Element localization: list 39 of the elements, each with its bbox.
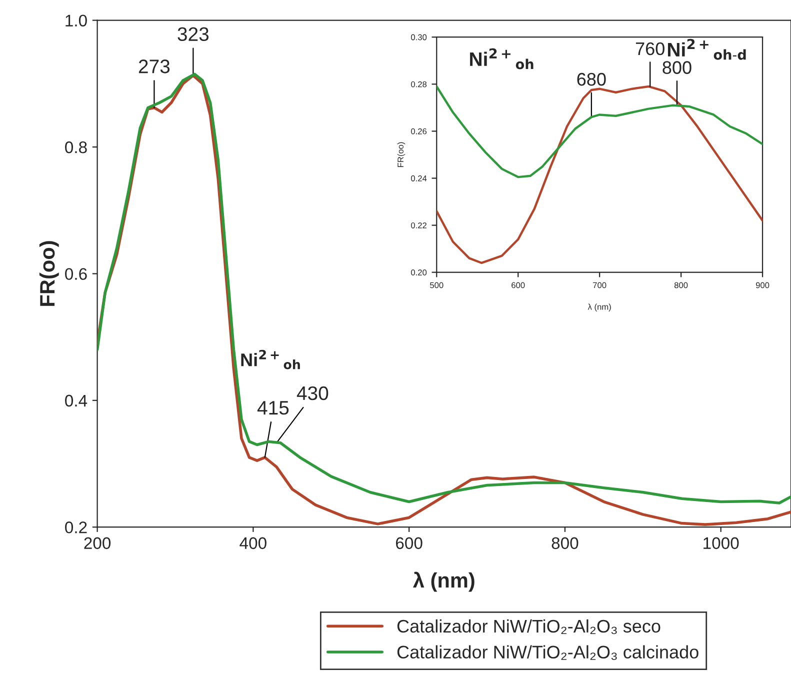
x-tick-label: 900 [756,282,770,288]
annotation: 430 [296,386,328,400]
annotation: 273 [138,60,170,74]
legend-label: Catalizador NiW/TiO₂-Al₂O₃ seco [397,619,660,634]
y-tick-label: 1.0 [66,14,87,27]
x-tick-label: 700 [593,282,606,288]
y-tick-label: 0.24 [411,175,427,182]
x-tick-label: 800 [674,282,688,288]
y-tick-label: 0.28 [411,81,427,88]
y-tick-label: 0.22 [411,222,426,228]
y-tick-label: 0.26 [411,128,427,134]
y-axis-title: FR(oo) [397,142,406,167]
annotation: 680 [577,72,606,86]
y-tick-label: 0.8 [65,141,87,154]
legend-label: Catalizador NiW/TiO₂-Al₂O₃ calcinado [397,645,698,660]
annotation: 760 [636,42,664,56]
x-tick-label: 800 [552,537,578,550]
x-tick-label: 500 [430,282,444,288]
annotation: 415 [257,401,289,415]
y-tick-label: 0.20 [411,270,427,276]
x-tick-label: 200 [84,537,111,550]
annotation: Ni$^{2+}$$_{oh-d}$ [668,38,746,60]
x-tick-label: 1000 [704,537,739,550]
x-tick-label: 600 [396,537,422,550]
x-tick-label: 400 [240,537,266,550]
annotation: Ni$^{2+}$$_{oh}$ [470,48,534,70]
y-tick-label: 0.2 [65,522,87,534]
y-tick-label: 0.30 [411,34,427,40]
y-tick-label: 0.4 [65,394,88,407]
annotation: 800 [662,61,692,74]
x-axis-title: λ (nm) [412,572,474,592]
y-tick-label: 0.6 [65,268,87,280]
line-series [436,85,763,178]
annotation: Ni$^{2+}$$_{oh}$ [241,350,300,370]
x-axis-title: λ (nm) [588,304,611,312]
line-series [436,85,763,264]
y-axis-title: FR(oo) [39,241,59,306]
annotation: 323 [178,27,209,42]
x-tick-label: 600 [512,282,525,288]
